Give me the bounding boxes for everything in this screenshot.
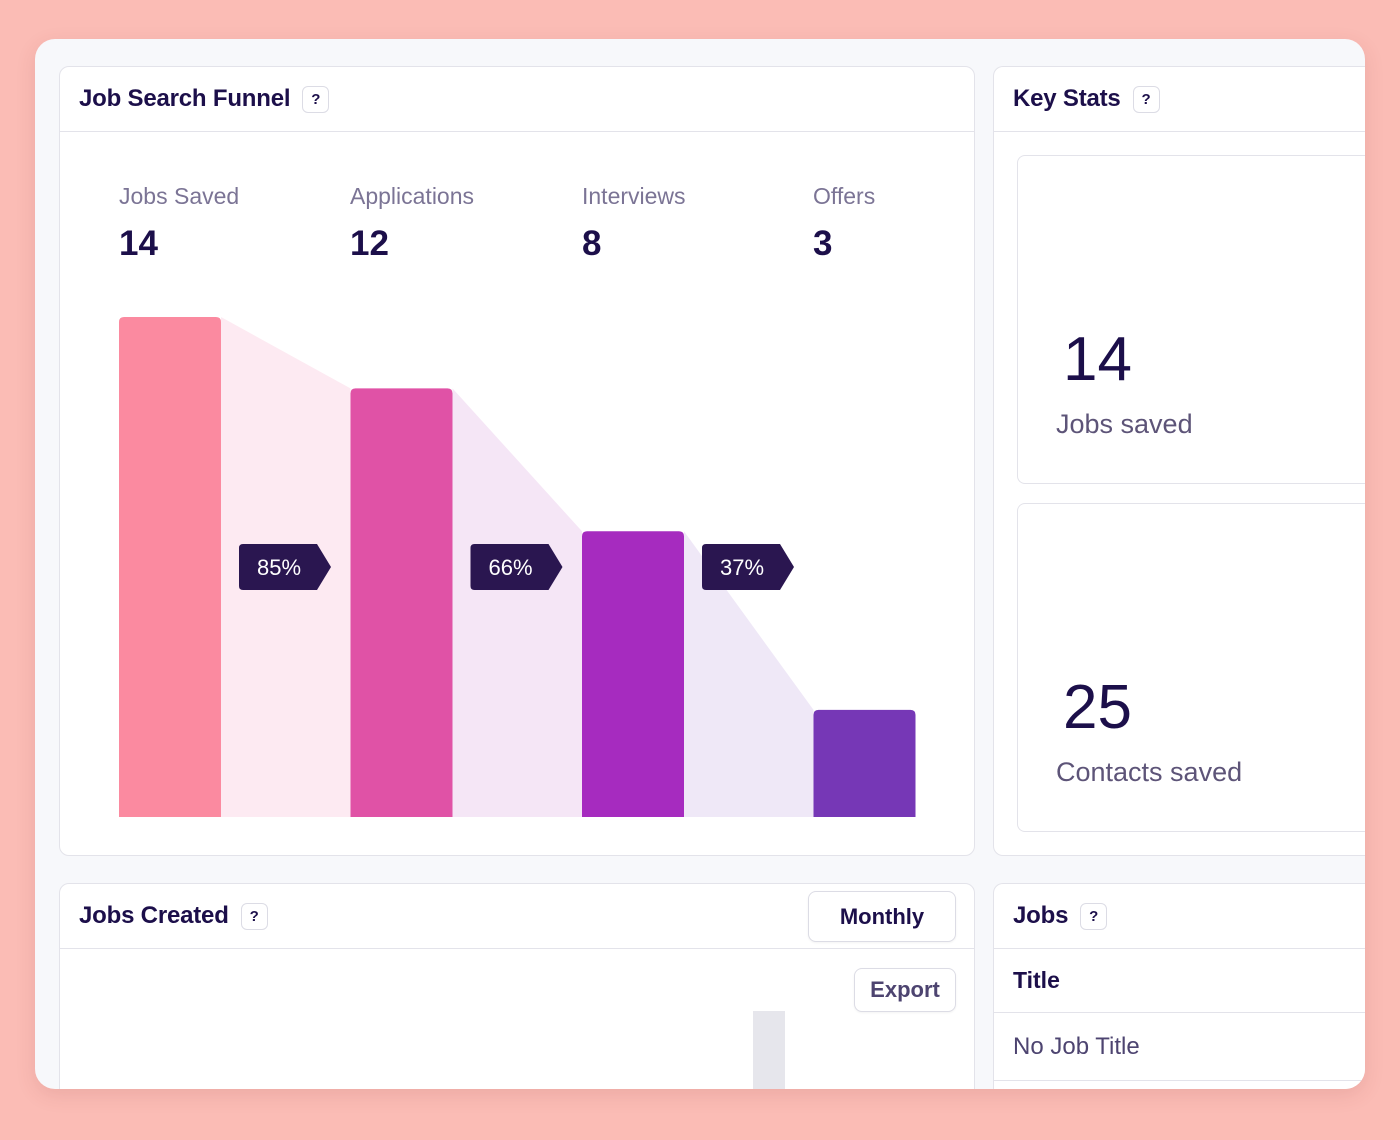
stage-label: Jobs Saved: [119, 183, 240, 209]
job-search-funnel-card: Job Search Funnel ? 85% 66% 37% Jobs Saved…: [59, 66, 975, 856]
stage-value: 8: [582, 224, 602, 263]
stage-label: Applications: [350, 183, 475, 209]
jobs-created-title: Jobs Created: [79, 902, 229, 929]
stat-label: Contacts saved: [1056, 757, 1243, 787]
conversion-badge: 85%: [239, 544, 331, 590]
chart-bar: [753, 1011, 785, 1089]
funnel-title: Job Search Funnel: [79, 85, 291, 112]
stage-jobs-saved: Jobs Saved 14: [119, 183, 319, 264]
funnel-connector: [452, 388, 582, 817]
conversion-badge: 37%: [702, 544, 794, 590]
stat-box-contacts-saved: 25 Contacts saved: [1017, 503, 1365, 832]
table-column-title[interactable]: Title: [994, 949, 1365, 1013]
conversion-badge: 66%: [470, 544, 563, 590]
dashboard-frame: Job Search Funnel ? 85% 66% 37% Jobs Saved…: [35, 39, 1365, 1089]
stage-interviews: Interviews 8: [582, 183, 782, 264]
stage-label: Offers: [813, 183, 876, 209]
key-stats-header: Key Stats ?: [994, 67, 1365, 132]
help-icon[interactable]: ?: [302, 85, 330, 113]
help-icon[interactable]: ?: [1080, 902, 1108, 930]
jobs-created-card: Jobs Created ? Monthly Export: [59, 883, 975, 1089]
export-button[interactable]: Export: [854, 968, 956, 1012]
funnel-bar[interactable]: [813, 709, 916, 817]
jobs-title: Jobs: [1013, 902, 1069, 929]
help-icon[interactable]: ?: [240, 902, 268, 930]
period-select-button[interactable]: Monthly: [808, 891, 956, 942]
stage-value: 3: [813, 224, 833, 263]
funnel-connector: [684, 531, 814, 817]
stat-label: Jobs saved: [1056, 409, 1193, 439]
jobs-header: Jobs ?: [994, 884, 1365, 949]
stage-value: 14: [119, 224, 158, 263]
stage-label: Interviews: [582, 183, 686, 209]
funnel-chart: 85% 66% 37%: [119, 317, 916, 817]
jobs-created-header: Jobs Created ? Monthly: [60, 884, 974, 949]
stage-value: 12: [350, 224, 389, 263]
funnel-bar[interactable]: [350, 388, 453, 817]
conversion-percent: 85%: [257, 555, 301, 580]
key-stats-title: Key Stats: [1013, 85, 1121, 112]
help-icon[interactable]: ?: [1132, 85, 1160, 113]
stat-number: 25: [1063, 673, 1132, 742]
key-stats-card: Key Stats ? 14 Jobs saved 25 Contacts sa…: [993, 66, 1365, 856]
stage-applications: Applications 12: [350, 183, 550, 264]
funnel-bar[interactable]: [582, 531, 684, 817]
stat-number: 14: [1063, 325, 1132, 394]
stage-offers: Offers 3: [813, 183, 974, 264]
conversion-percent: 37%: [720, 555, 764, 580]
conversion-percent: 66%: [488, 555, 532, 580]
funnel-card-header: Job Search Funnel ?: [60, 67, 974, 132]
jobs-card: Jobs ? Title No Job Title: [993, 883, 1365, 1089]
funnel-bar[interactable]: [119, 317, 221, 817]
stat-box-jobs-saved: 14 Jobs saved: [1017, 155, 1365, 484]
table-row[interactable]: No Job Title: [994, 1013, 1365, 1081]
